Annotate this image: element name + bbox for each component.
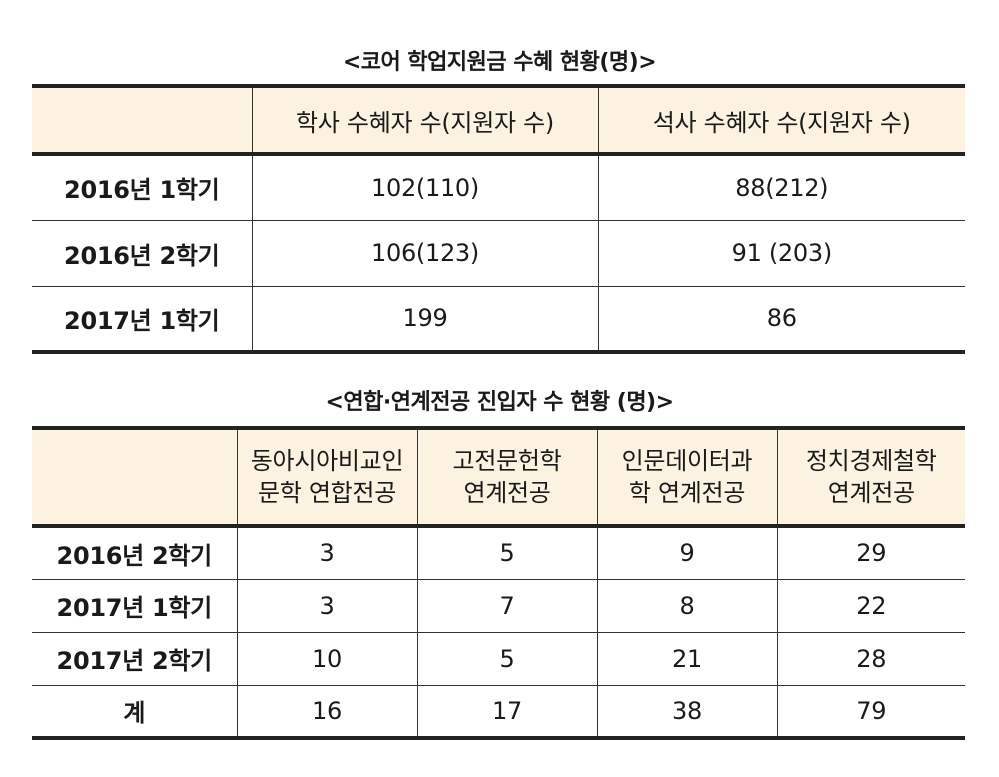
header-line: 학 연계전공 [628,479,746,507]
table-cell: 8 [596,578,777,632]
table-cell: 10 [236,631,417,685]
table2-header-row: 동아시아비교인 문학 연합전공 고전문헌학 연계전공 인문데이터과 학 연계전공… [32,428,965,528]
header-line: 정치경제철학 [805,447,937,475]
table1-corner-cell [32,86,252,156]
table-cell: 199 [251,285,598,352]
table-cell: 106(123) [251,219,598,286]
row-label: 2016년 2학기 [56,541,213,570]
table-row: 2017년 1학기 199 86 [32,285,965,352]
row-label: 계 [32,684,237,738]
table-cell: 28 [776,631,965,685]
table1-header-master: 석사 수혜자 수(지원자 수) [597,86,965,156]
table-cell: 17 [416,684,597,738]
row-label: 2016년 1학기 [64,176,220,205]
table-row: 2017년 1학기 3 7 8 22 [32,578,965,632]
table-cell: 7 [416,578,597,632]
table-cell: 79 [776,684,965,738]
table1-caption: <코어 학업지원금 수혜 현황(명)> [342,50,657,75]
table-cell: 16 [236,684,417,738]
table-cell: 9 [596,526,777,579]
row-label: 2017년 2학기 [32,631,237,685]
joint-major-table: 동아시아비교인 문학 연합전공 고전문헌학 연계전공 인문데이터과 학 연계전공… [32,426,965,740]
table2-caption: <연합·연계전공 진입자 수 현황 (명)> [325,390,674,415]
header-line: 인문데이터과 [621,447,753,475]
table-cell: 29 [776,526,965,579]
table2-header-ppe: 정치경제철학 연계전공 [776,428,965,528]
table2-header-humanities-data-science: 인문데이터과 학 연계전공 [596,428,777,528]
table-cell: 88(212) [597,154,965,220]
header-line: 연계전공 [827,479,915,507]
table-cell: 38 [596,684,777,738]
table1-header-row: 학사 수혜자 수(지원자 수) 석사 수혜자 수(지원자 수) [32,86,965,156]
table-cell: 22 [776,578,965,632]
row-label: 2017년 1학기 [32,285,252,352]
table-row: 2016년 2학기 106(123) 91 (203) [32,219,965,286]
table-cell: 5 [416,631,597,685]
table2-corner-cell [32,428,237,528]
table2-header-classical-philology: 고전문헌학 연계전공 [416,428,597,528]
table-cell: 91 (203) [597,219,965,286]
table-cell: 21 [596,631,777,685]
table-cell: 5 [416,526,597,579]
table-cell: 102(110) [251,154,598,220]
header-line: 문학 연합전공 [257,479,396,507]
header-line: 고전문헌학 [452,447,562,475]
table-cell: 3 [236,578,417,632]
table-row: 2016년 1학기 102(110) 88(212) [32,154,965,220]
table-row: 2016년 2학기 3 5 9 29 [32,526,965,579]
table-cell: 3 [236,526,417,579]
header-line: 연계전공 [463,479,551,507]
row-label: 2016년 2학기 [32,219,252,286]
core-scholarship-table: 학사 수혜자 수(지원자 수) 석사 수혜자 수(지원자 수) 2016년 1학… [32,84,965,354]
table-row: 2017년 2학기 10 5 21 28 [32,631,965,685]
table-cell: 86 [597,285,965,352]
table1-header-bachelor: 학사 수혜자 수(지원자 수) [251,86,598,156]
table-row-total: 계 16 17 38 79 [32,684,965,738]
header-line: 동아시아비교인 [250,447,404,475]
table2-header-east-asian-comparative-literature: 동아시아비교인 문학 연합전공 [236,428,417,528]
row-label: 2017년 1학기 [32,578,237,632]
